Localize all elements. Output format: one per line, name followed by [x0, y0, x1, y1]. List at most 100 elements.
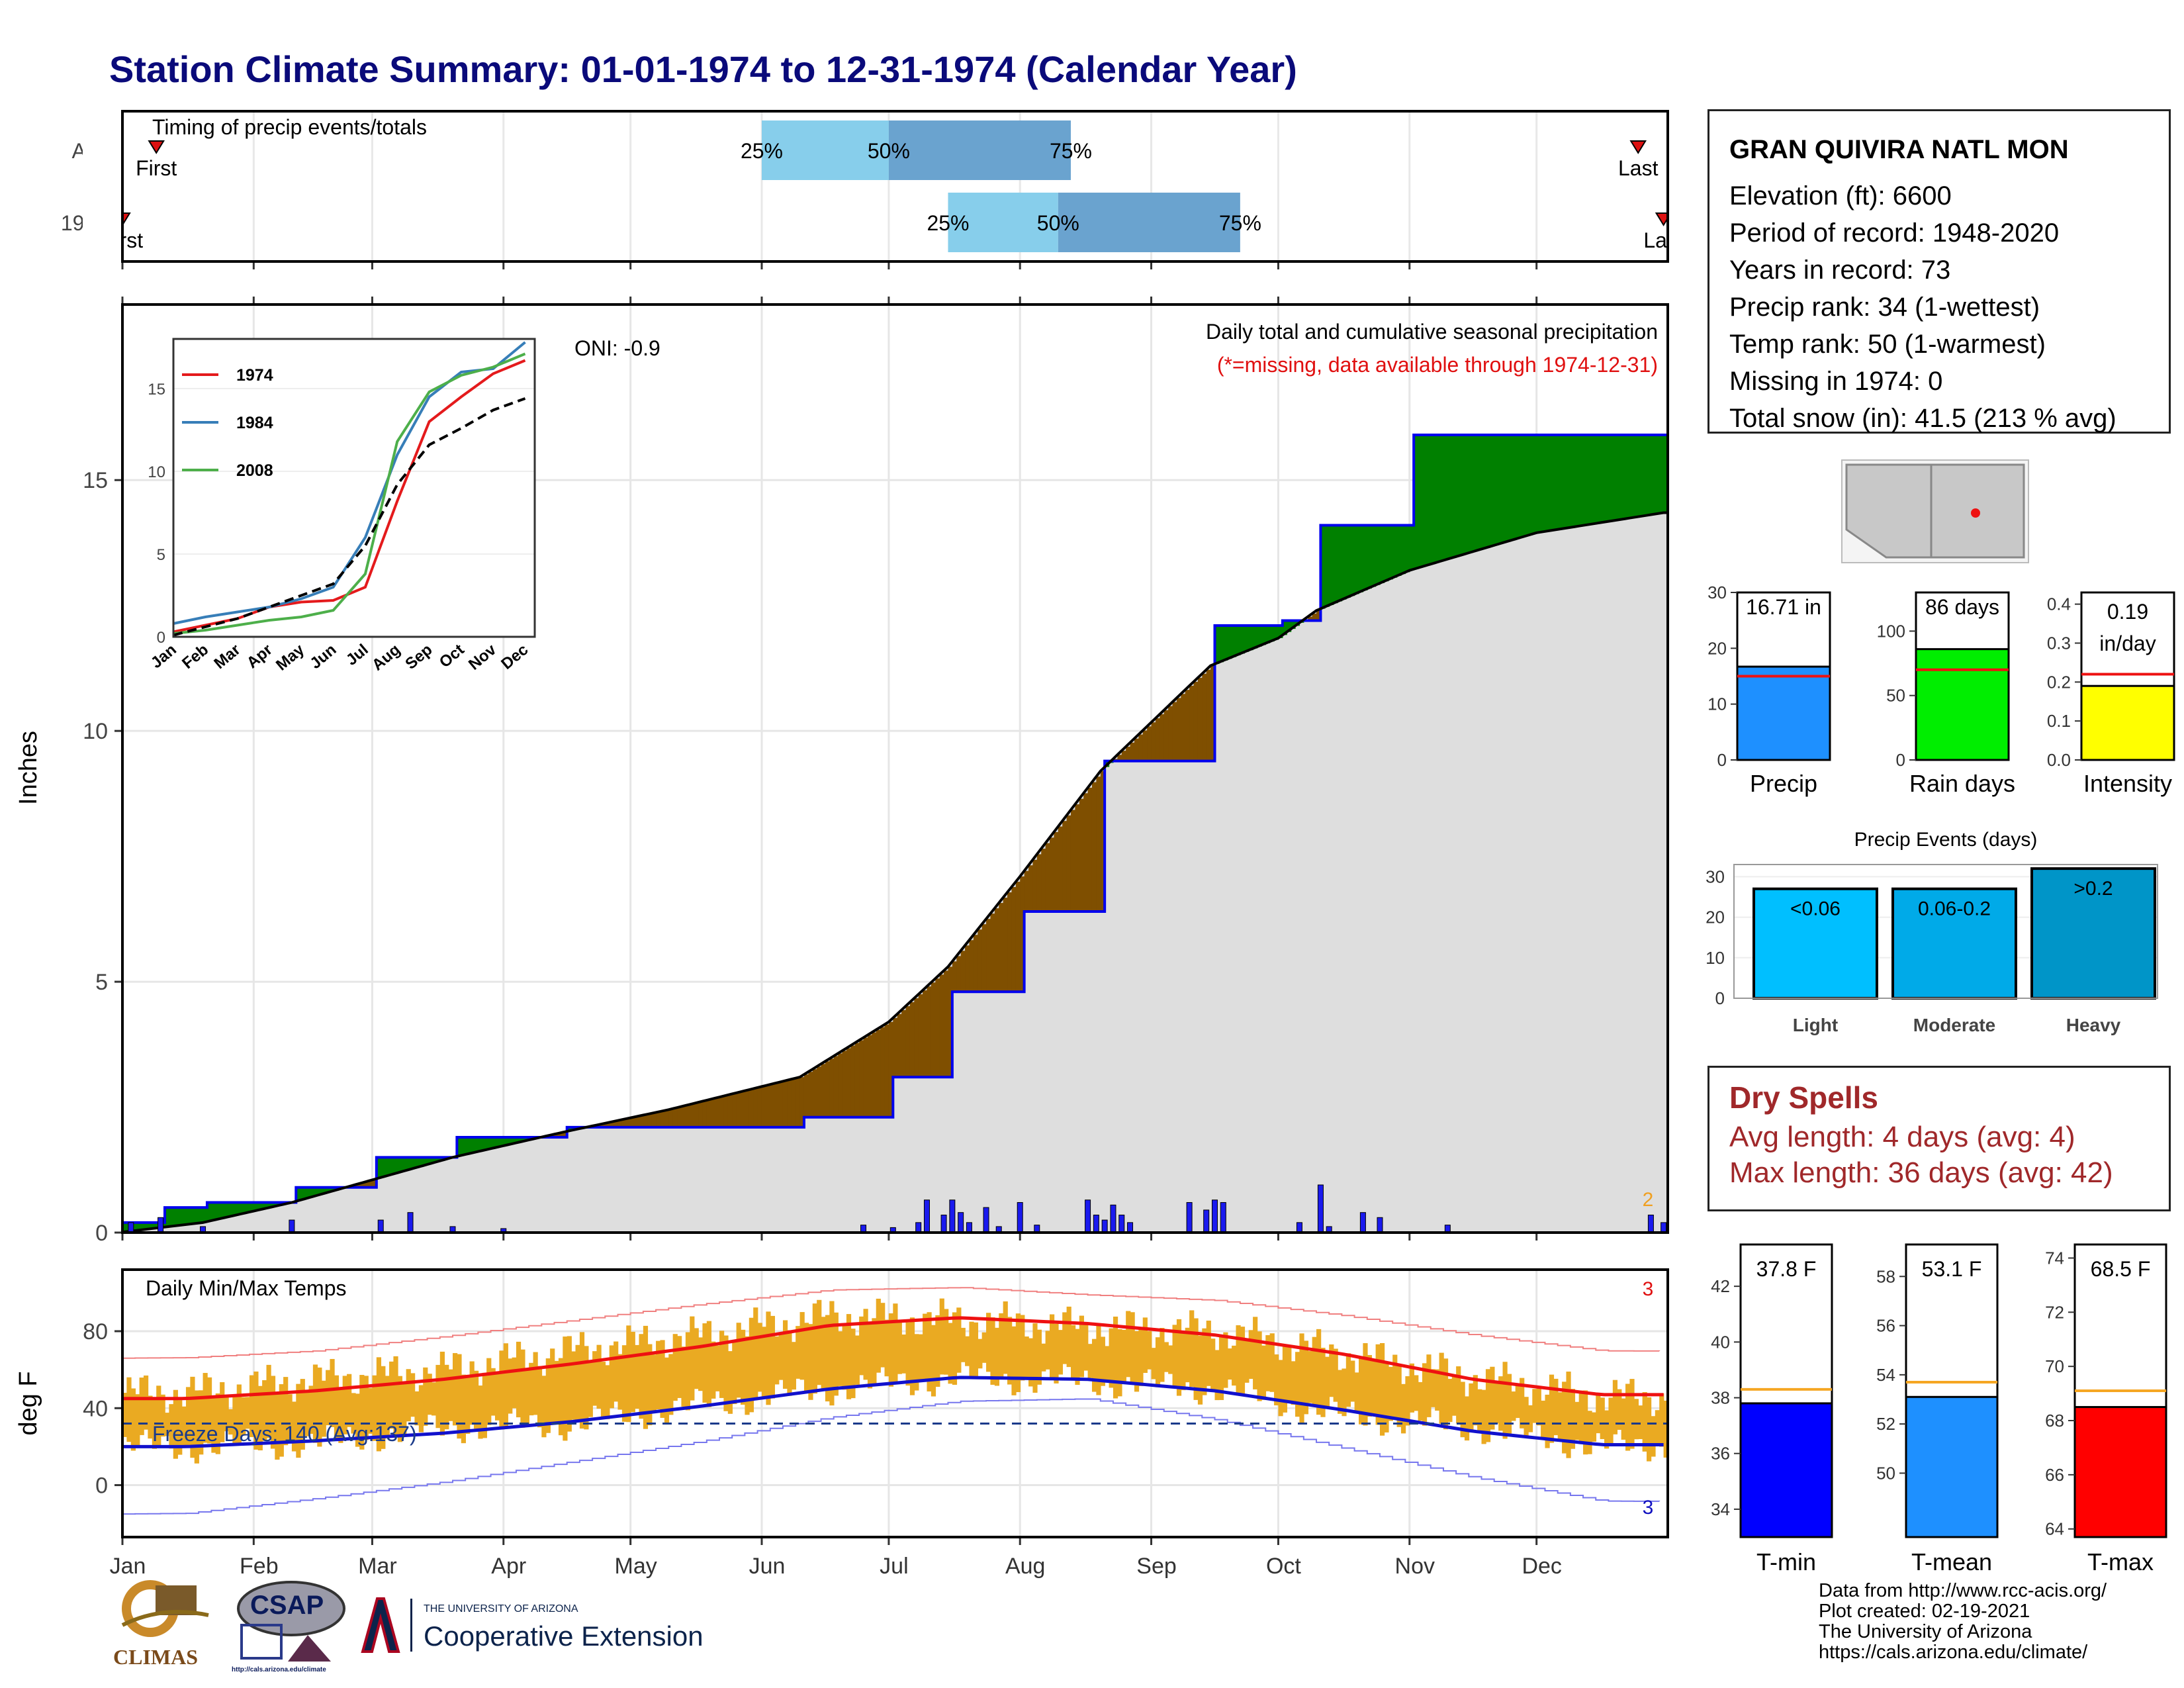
daily-temp-bar — [1371, 1360, 1377, 1415]
inset-series-line — [173, 341, 526, 625]
daily-temp-bar — [626, 1325, 631, 1423]
daily-temp-bar — [1312, 1336, 1317, 1405]
daily-temp-bar — [1354, 1372, 1359, 1411]
below-avg-fill — [1147, 726, 1152, 761]
below-avg-fill — [723, 1096, 729, 1127]
below-avg-fill — [757, 1087, 762, 1127]
above-avg-fill — [381, 1157, 386, 1178]
above-avg-fill — [270, 1202, 275, 1207]
daily-temp-bar — [761, 1327, 767, 1398]
temp-summary-y-tick-label: 64 — [2045, 1519, 2064, 1539]
below-avg-fill — [770, 1084, 775, 1127]
inset-series-line — [173, 397, 526, 637]
daily-temp-bar — [1253, 1317, 1258, 1389]
daily-temp-bar — [994, 1327, 1000, 1386]
daily-temp-bar — [1130, 1312, 1135, 1384]
below-avg-fill — [817, 1066, 822, 1117]
above-avg-fill — [423, 1157, 428, 1166]
below-avg-fill — [787, 1080, 792, 1127]
daily-temp-bar — [432, 1382, 437, 1416]
last-event-marker — [1629, 140, 1647, 154]
daily-temp-bar — [368, 1387, 373, 1434]
below-avg-fill — [1045, 843, 1050, 912]
daily-temp-bar — [1439, 1352, 1444, 1424]
below-avg-fill — [994, 908, 999, 992]
daily-temp-bar — [342, 1376, 347, 1434]
above-avg-fill — [236, 1202, 242, 1215]
daily-temp-bar — [363, 1376, 369, 1440]
daily-temp-bar — [1083, 1323, 1089, 1371]
summary-category-label: Rain days — [1909, 770, 2015, 797]
daily-temp-bar — [1515, 1383, 1520, 1419]
events-bar-label: >0.2 — [2073, 878, 2113, 900]
daily-temp-bar — [1451, 1376, 1457, 1416]
below-avg-fill — [796, 1078, 801, 1127]
daily-temp-bar — [461, 1374, 466, 1444]
above-avg-fill — [1520, 435, 1525, 538]
above-avg-fill — [312, 1187, 318, 1197]
below-avg-fill — [846, 1048, 851, 1117]
temp-summary-bar — [1905, 1395, 1999, 1538]
daily-temp-bar — [1587, 1411, 1592, 1454]
above-avg-fill — [516, 1137, 521, 1143]
daily-temp-bar — [990, 1317, 995, 1385]
daily-temp-bar — [660, 1340, 665, 1418]
daily-temp-bar — [1375, 1344, 1381, 1425]
daily-temp-bar — [736, 1323, 741, 1398]
below-avg-fill — [952, 961, 957, 992]
timing-mask-left — [83, 111, 121, 261]
events-bar-label: <0.06 — [1790, 898, 1841, 920]
below-avg-fill — [859, 1040, 864, 1117]
daily-temp-bar — [1176, 1319, 1182, 1396]
above-avg-fill — [1227, 626, 1232, 659]
daily-temp-bar — [270, 1376, 276, 1449]
below-avg-fill — [621, 1119, 627, 1127]
temp-y-tick-label: 0 — [95, 1474, 108, 1499]
temp-summary-y-tick-label: 74 — [2045, 1248, 2064, 1268]
daily-precip-bar — [1186, 1202, 1193, 1233]
daily-temp-bar — [554, 1360, 559, 1424]
daily-temp-bar — [1265, 1335, 1271, 1391]
daily-temp-bar — [300, 1379, 305, 1450]
daily-precip-bar — [289, 1219, 295, 1233]
below-avg-fill — [978, 929, 983, 992]
daily-temp-bar — [711, 1341, 716, 1399]
daily-temp-bar — [1117, 1329, 1122, 1397]
daily-temp-bar — [241, 1397, 246, 1435]
daily-temp-bar — [423, 1367, 428, 1426]
daily-temp-bar — [338, 1387, 343, 1443]
daily-temp-bar — [414, 1391, 420, 1426]
below-avg-fill — [969, 940, 974, 992]
daily-temp-bar — [621, 1345, 627, 1422]
daily-temp-bar — [1236, 1325, 1241, 1396]
timing-quartile-label: 25% — [741, 139, 783, 163]
below-avg-fill — [1130, 742, 1135, 761]
daily-temp-bar — [944, 1309, 949, 1375]
daily-temp-bar — [1066, 1306, 1071, 1368]
below-avg-fill — [766, 1085, 771, 1127]
below-avg-fill — [359, 1183, 365, 1188]
month-label: May — [615, 1554, 657, 1579]
daily-temp-bar — [1240, 1327, 1246, 1394]
daily-temp-bar — [588, 1362, 593, 1417]
daily-temp-bar — [1578, 1390, 1584, 1444]
below-avg-fill — [702, 1101, 707, 1127]
inset-y-tick-label: 5 — [157, 546, 165, 564]
above-avg-fill — [1363, 525, 1368, 590]
below-avg-fill — [1087, 787, 1093, 912]
daily-temp-bar — [1218, 1336, 1224, 1400]
above-avg-fill — [1456, 435, 1461, 557]
above-avg-fill — [1359, 525, 1363, 592]
above-avg-fill — [266, 1202, 271, 1209]
temp-frame — [121, 1268, 1669, 1538]
daily-temp-bar — [516, 1341, 522, 1418]
daily-temp-bar — [1214, 1350, 1220, 1401]
daily-temp-bar — [931, 1325, 936, 1397]
daily-temp-bar — [723, 1335, 729, 1411]
daily-temp-bar — [956, 1307, 962, 1373]
above-avg-fill — [385, 1157, 390, 1177]
above-avg-fill — [465, 1137, 471, 1154]
daily-temp-bar — [1045, 1331, 1050, 1370]
daily-temp-bar — [427, 1374, 432, 1415]
above-avg-fill — [241, 1202, 246, 1214]
